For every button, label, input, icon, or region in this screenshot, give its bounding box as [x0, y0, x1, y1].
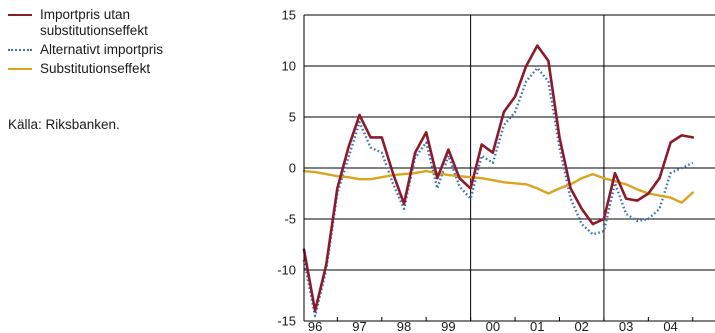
y-tick-label: -10 — [277, 263, 296, 278]
legend-label: Alternativt importpris — [40, 42, 164, 57]
legend-item: Alternativt importpris — [8, 42, 258, 58]
series-lines — [302, 44, 695, 318]
x-tick-label: 97 — [352, 319, 366, 333]
y-tick-labels: 15 10 5 0 -5 -10 -15 — [277, 8, 296, 329]
x-tick-labels: 96 97 98 99 00 01 02 03 04 — [308, 319, 678, 333]
x-tick-label: 04 — [663, 319, 677, 333]
legend-label: Importpris utan substitutionseffekt — [40, 7, 148, 38]
y-tick-label: 0 — [289, 161, 296, 176]
legend: Importpris utan substitutionseffekt Alter… — [8, 7, 258, 80]
y-tick-label: 15 — [282, 8, 296, 23]
legend-swatch — [8, 68, 32, 70]
series-line-1 — [302, 66, 694, 318]
x-tick-label: 02 — [574, 319, 588, 333]
legend-swatch — [8, 49, 32, 51]
x-tick-label: 01 — [530, 319, 544, 333]
legend-item: Importpris utan substitutionseffekt — [8, 7, 258, 39]
legend-label: Substitutionseffekt — [40, 61, 151, 76]
x-tick-label: 00 — [486, 319, 500, 333]
series-line-0 — [302, 44, 695, 313]
y-tick-label: 5 — [289, 110, 296, 125]
grid-lines — [304, 14, 715, 322]
source-note: Källa: Riksbanken. — [8, 117, 120, 132]
y-tick-label: -5 — [284, 212, 296, 227]
x-tick-label: 03 — [619, 319, 633, 333]
x-tick-label: 99 — [441, 319, 455, 333]
series-line-2 — [302, 169, 694, 204]
axes — [303, 15, 694, 321]
legend-item: Substitutionseffekt — [8, 61, 258, 77]
y-tick-label: -15 — [277, 314, 296, 329]
x-tick-label: 96 — [308, 319, 322, 333]
x-tick-label: 98 — [397, 319, 411, 333]
legend-swatch — [8, 14, 32, 16]
y-tick-label: 10 — [282, 59, 296, 74]
